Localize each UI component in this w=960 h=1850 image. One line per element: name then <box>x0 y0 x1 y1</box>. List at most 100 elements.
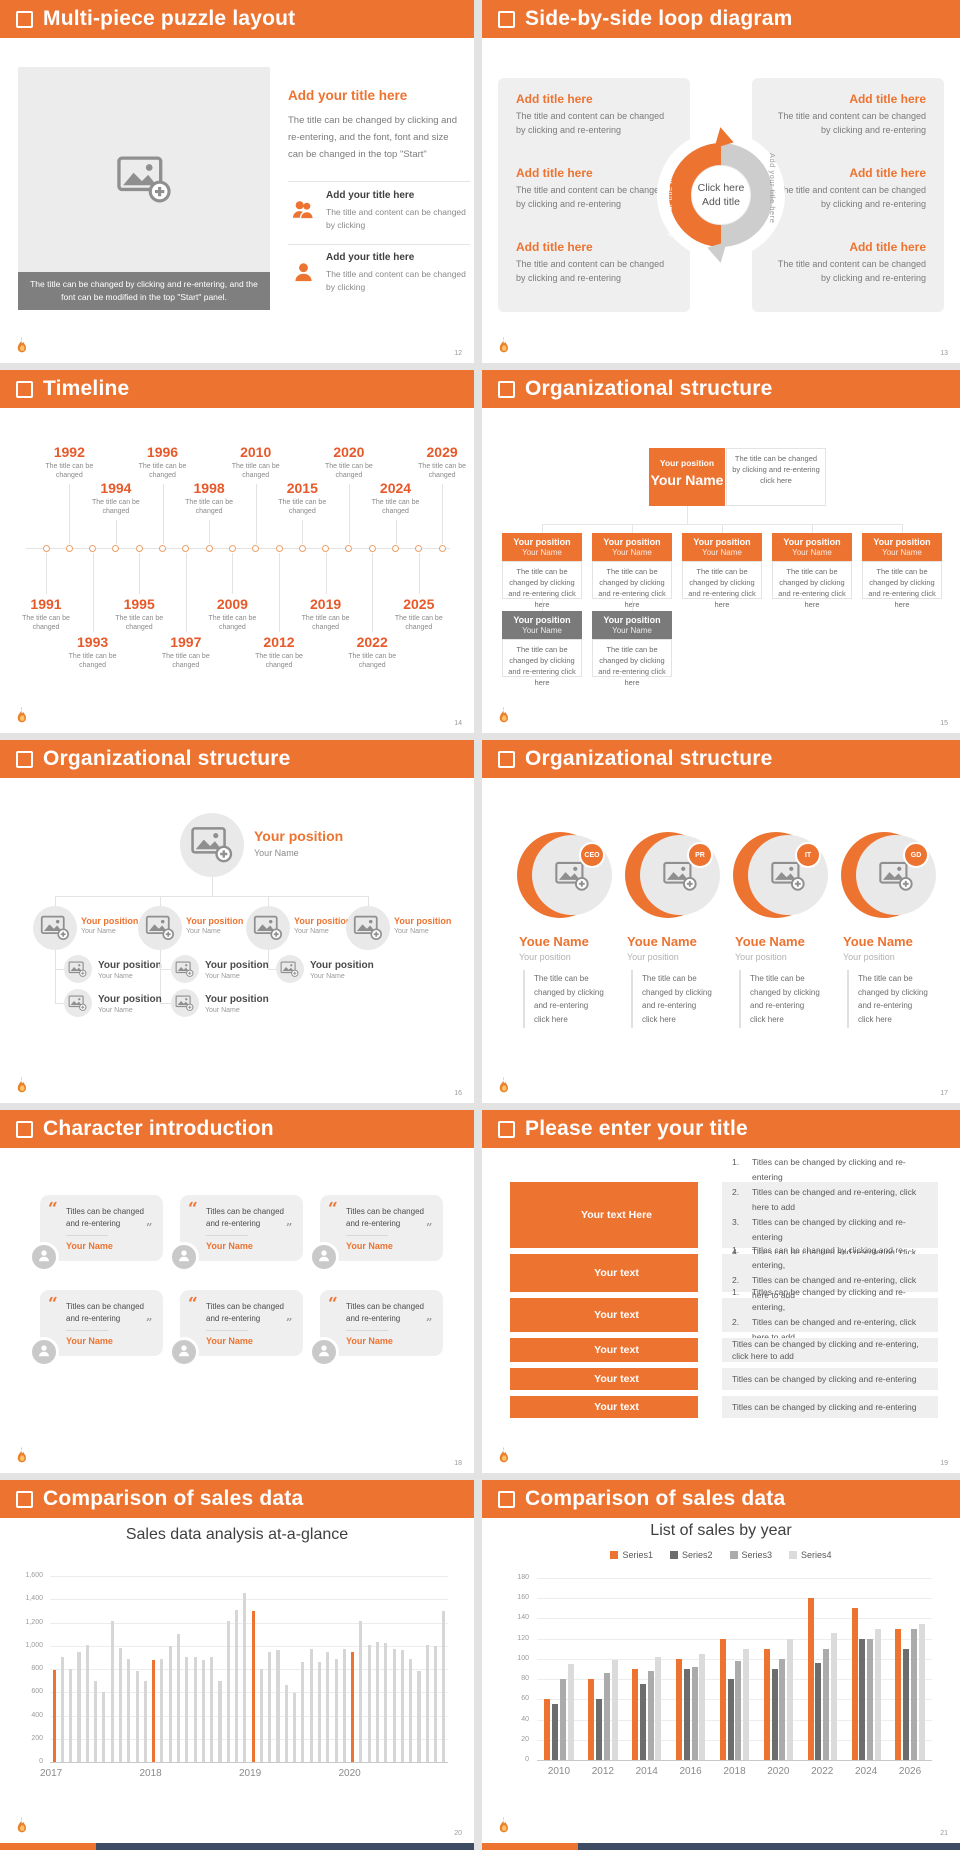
text-button[interactable]: Your text <box>510 1298 698 1332</box>
org-photo-l3[interactable] <box>171 955 199 983</box>
divider <box>66 1235 108 1236</box>
image-add-icon <box>68 995 87 1011</box>
org-photo-l2[interactable] <box>346 906 390 950</box>
image-add-icon <box>175 995 194 1011</box>
role-badge: GD <box>903 842 929 868</box>
square-bullet-icon <box>498 380 515 398</box>
timeline-caption: The title can be changed <box>394 615 443 631</box>
character-card[interactable]: “ Titles can be changed and re-entering” Y… <box>29 1195 163 1272</box>
slide-title: Comparison of sales data <box>525 1487 786 1510</box>
flame-logo-icon <box>496 706 511 726</box>
button-label: Your text <box>594 1401 639 1413</box>
avatar <box>309 1242 339 1272</box>
open-quote-icon: “ <box>48 1294 58 1314</box>
person-position: Your position <box>843 952 895 962</box>
open-quote-icon: “ <box>188 1294 198 1314</box>
org-photo-l4[interactable] <box>171 989 199 1017</box>
y-tick-label: 1,400 <box>25 1595 43 1603</box>
org-connector <box>632 524 633 533</box>
text-button[interactable]: Your text <box>510 1338 698 1362</box>
image-add-icon <box>280 961 299 977</box>
slide-org-structure-badges[interactable]: Organizational structure CEO Youe Name You… <box>482 740 960 1103</box>
gridline <box>537 1739 932 1741</box>
text-button[interactable]: Your text Here <box>510 1182 698 1248</box>
org-connector <box>55 969 64 970</box>
slide-enter-your-title[interactable]: Please enter your title Your text Here 1.… <box>482 1110 960 1473</box>
bar <box>588 1679 595 1760</box>
loop-item-body: The title and content can be changed by … <box>777 259 926 283</box>
y-tick-label: 180 <box>517 1574 529 1581</box>
x-tick-label: 2022 <box>811 1766 834 1777</box>
gridline <box>537 1598 932 1600</box>
bar <box>351 1651 355 1762</box>
list-item: Titles can be changed by clicking and re… <box>732 1402 917 1412</box>
person-desc-line: and re-entering <box>534 1001 589 1010</box>
slide-title: Organizational structure <box>525 747 773 770</box>
slide-sales-chart-1[interactable]: Comparison of sales data Sales data anal… <box>0 1480 474 1843</box>
text-button[interactable]: Your text <box>510 1254 698 1292</box>
y-tick-label: 200 <box>31 1734 43 1742</box>
timeline-stem <box>372 553 374 632</box>
square-bullet-icon <box>16 1120 33 1138</box>
character-card[interactable]: “ Titles can be changed and re-entering” Y… <box>29 1290 163 1367</box>
timeline-year: 1997 <box>170 634 202 650</box>
org-photo-l2[interactable] <box>138 906 182 950</box>
timeline-year: 2020 <box>333 444 365 460</box>
character-card[interactable]: “ Titles can be changed and re-entering” Y… <box>309 1195 443 1272</box>
card-quote: Titles can be changed and re-entering <box>206 1302 284 1323</box>
slide-multi-piece-puzzle[interactable]: Multi-piece puzzle layout The title can … <box>0 0 474 363</box>
legend-entry: Series4 <box>789 1550 832 1560</box>
flame-logo-icon <box>14 1076 29 1096</box>
list-block: Titles can be changed by clicking and re… <box>722 1396 938 1418</box>
slide-sales-chart-2[interactable]: Comparison of sales data List of sales b… <box>482 1480 960 1843</box>
org-l4-position: Your position <box>205 994 269 1005</box>
slide-character-introduction[interactable]: Character introduction “ Titles can be ch… <box>0 1110 474 1473</box>
text-button[interactable]: Your text <box>510 1368 698 1390</box>
org-connector <box>902 524 903 533</box>
org-photo-l3[interactable] <box>276 955 304 983</box>
slide-org-structure-photos[interactable]: Organizational structure Your position Yo… <box>0 740 474 1103</box>
slide-header: Side-by-side loop diagram <box>482 0 960 38</box>
org-photo-l4[interactable] <box>64 989 92 1017</box>
text-button[interactable]: Your text <box>510 1396 698 1418</box>
slide-org-structure-boxes[interactable]: Organizational structure Your position Yo… <box>482 370 960 733</box>
card-name: Your Name <box>66 1336 113 1346</box>
org-photo-l3[interactable] <box>64 955 92 983</box>
image-add-icon <box>353 915 383 940</box>
flame-logo-icon <box>496 1446 511 1466</box>
sync-icon <box>569 1307 585 1323</box>
person-icon <box>177 1249 191 1263</box>
close-quote-icon: ” <box>426 1316 433 1329</box>
org-photo-l2[interactable] <box>246 906 290 950</box>
loop-item-body: The title and content can be changed by … <box>777 111 926 135</box>
person-icon <box>291 261 316 284</box>
timeline-stem <box>92 553 94 632</box>
person-position: Your position <box>735 952 787 962</box>
bar <box>675 1658 682 1760</box>
character-card[interactable]: “ Titles can be changed and re-entering” Y… <box>169 1195 303 1272</box>
org-photo-l2[interactable] <box>33 906 77 950</box>
org-photo-root[interactable] <box>180 813 244 877</box>
gridline <box>50 1622 448 1624</box>
divider <box>206 1235 248 1236</box>
list-block: 1. Titles can be changed by clicking and … <box>722 1157 938 1272</box>
loop-item-body: The title and content can be changed by … <box>516 185 665 209</box>
person-desc-line: changed by clicking <box>534 987 604 997</box>
bar <box>699 1653 706 1760</box>
person-desc-line: and re-entering <box>750 1001 805 1010</box>
org-badge-unit: IT Youe Name Your position The title can be… <box>733 830 833 1090</box>
org-connector <box>632 599 633 611</box>
org-connector <box>268 969 276 970</box>
slide-title: Timeline <box>43 377 130 400</box>
slide-loop-diagram[interactable]: Side-by-side loop diagram Add title here… <box>482 0 960 363</box>
slide-timeline[interactable]: Timeline 1991 The title can be changed 199… <box>0 370 474 733</box>
image-placeholder[interactable]: The title can be changed by clicking and… <box>18 67 270 310</box>
org-l3-name: Your Name <box>310 973 345 980</box>
timeline-stem <box>302 520 304 544</box>
character-card[interactable]: “ Titles can be changed and re-entering” Y… <box>169 1290 303 1367</box>
timeline-dot <box>322 544 330 552</box>
timeline-stem <box>46 553 47 594</box>
character-card[interactable]: “ Titles can be changed and re-entering” Y… <box>309 1290 443 1367</box>
org-node-name: Your Name <box>702 548 742 557</box>
gridline <box>50 1692 448 1694</box>
